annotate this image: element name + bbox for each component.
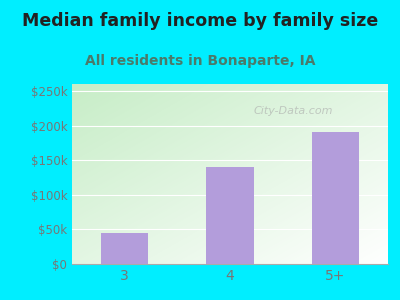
Bar (206, 167, 254, 264)
Text: City-Data.com: City-Data.com (254, 106, 333, 116)
Text: All residents in Bonaparte, IA: All residents in Bonaparte, IA (85, 54, 315, 68)
Bar (101, 233, 148, 264)
Text: Median family income by family size: Median family income by family size (22, 12, 378, 30)
Bar (312, 133, 359, 264)
